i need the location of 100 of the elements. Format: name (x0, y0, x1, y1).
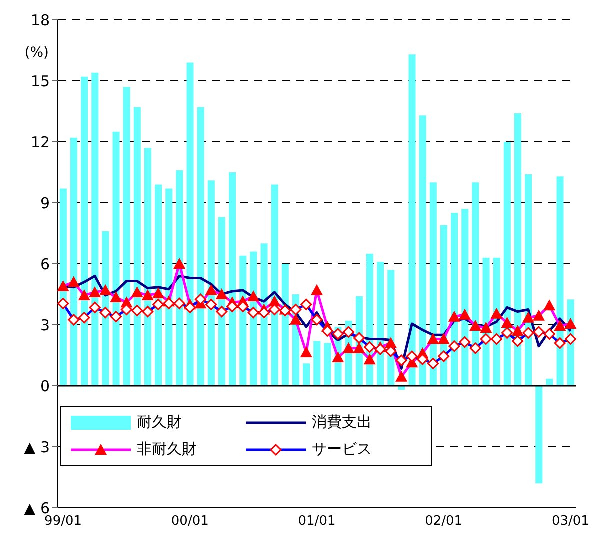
point (131, 286, 144, 298)
point (142, 290, 154, 301)
point (459, 308, 471, 320)
bar (408, 54, 416, 386)
point (142, 306, 154, 318)
bar (514, 114, 522, 386)
bar (377, 262, 384, 386)
point (100, 284, 112, 296)
point (364, 354, 376, 365)
bar (462, 209, 469, 386)
point (512, 336, 524, 348)
point (354, 332, 366, 344)
point (554, 338, 566, 350)
point (406, 350, 418, 362)
point (78, 290, 90, 301)
point (480, 322, 492, 334)
x-tick-label: 02/01 (425, 514, 463, 530)
point (396, 370, 408, 382)
point (311, 284, 323, 296)
point (174, 298, 186, 310)
point (554, 320, 566, 332)
point (512, 325, 524, 336)
bar (92, 72, 99, 386)
bar (218, 217, 226, 386)
bar (81, 76, 88, 386)
point (544, 328, 556, 340)
bar (324, 343, 332, 386)
point (89, 286, 101, 298)
point (533, 326, 545, 338)
point (564, 318, 577, 329)
point (374, 344, 386, 356)
point (438, 333, 450, 344)
x-tick-label: 03/01 (552, 514, 590, 530)
point (448, 310, 460, 322)
point (268, 304, 280, 316)
bar (229, 172, 236, 386)
point (522, 327, 534, 339)
bar (186, 62, 194, 386)
bar (271, 184, 278, 386)
y-axis-title: (%) (24, 44, 49, 61)
point (57, 280, 70, 292)
point (132, 305, 144, 317)
point (470, 342, 482, 354)
bar (556, 176, 564, 386)
legend-label: サービス (312, 440, 372, 459)
point (502, 327, 514, 339)
point (100, 307, 112, 319)
x-tick-label: 01/01 (298, 514, 336, 530)
point (163, 298, 175, 310)
point (490, 308, 503, 319)
bar (303, 364, 310, 386)
y-tick-label: 15 (30, 72, 50, 90)
bar (70, 138, 78, 386)
bar (208, 180, 215, 386)
point (533, 310, 545, 321)
bar (504, 142, 511, 386)
y-tick-label: 12 (30, 133, 50, 152)
point (300, 346, 312, 358)
point (353, 342, 366, 354)
bar (546, 378, 554, 386)
bar (144, 148, 152, 386)
point (459, 336, 471, 348)
point (342, 326, 354, 338)
legend-label: 耐久財 (137, 413, 182, 432)
point (522, 312, 534, 323)
bar (166, 188, 173, 386)
point (120, 304, 132, 316)
point (248, 307, 260, 319)
point (152, 287, 164, 298)
point (216, 288, 228, 300)
bar (197, 107, 204, 386)
y-tick-label: 18 (30, 11, 50, 30)
y-tick-label: 9 (40, 194, 50, 212)
point (174, 258, 186, 269)
y-tick-label: 6 (40, 255, 50, 274)
x-tick-label: 99/01 (44, 514, 82, 530)
bar (134, 107, 141, 386)
bar (472, 182, 480, 386)
point (501, 316, 514, 328)
point (300, 298, 312, 310)
y-tick-label: ▲ 3 (24, 438, 50, 456)
bar (419, 116, 426, 386)
point (152, 298, 164, 310)
point (332, 352, 344, 363)
point (110, 311, 122, 323)
point (89, 302, 101, 314)
bar (112, 132, 120, 386)
point (110, 292, 122, 303)
point (332, 328, 344, 340)
point (248, 290, 260, 302)
y-tick-label: 3 (40, 316, 50, 334)
bar (430, 182, 437, 386)
legend-label: 非耐久財 (137, 440, 197, 459)
point (290, 314, 302, 325)
point (290, 304, 302, 316)
y-tick-label: 0 (40, 377, 50, 396)
point (205, 284, 218, 296)
point (206, 298, 218, 310)
point (68, 276, 80, 288)
point (311, 314, 323, 326)
